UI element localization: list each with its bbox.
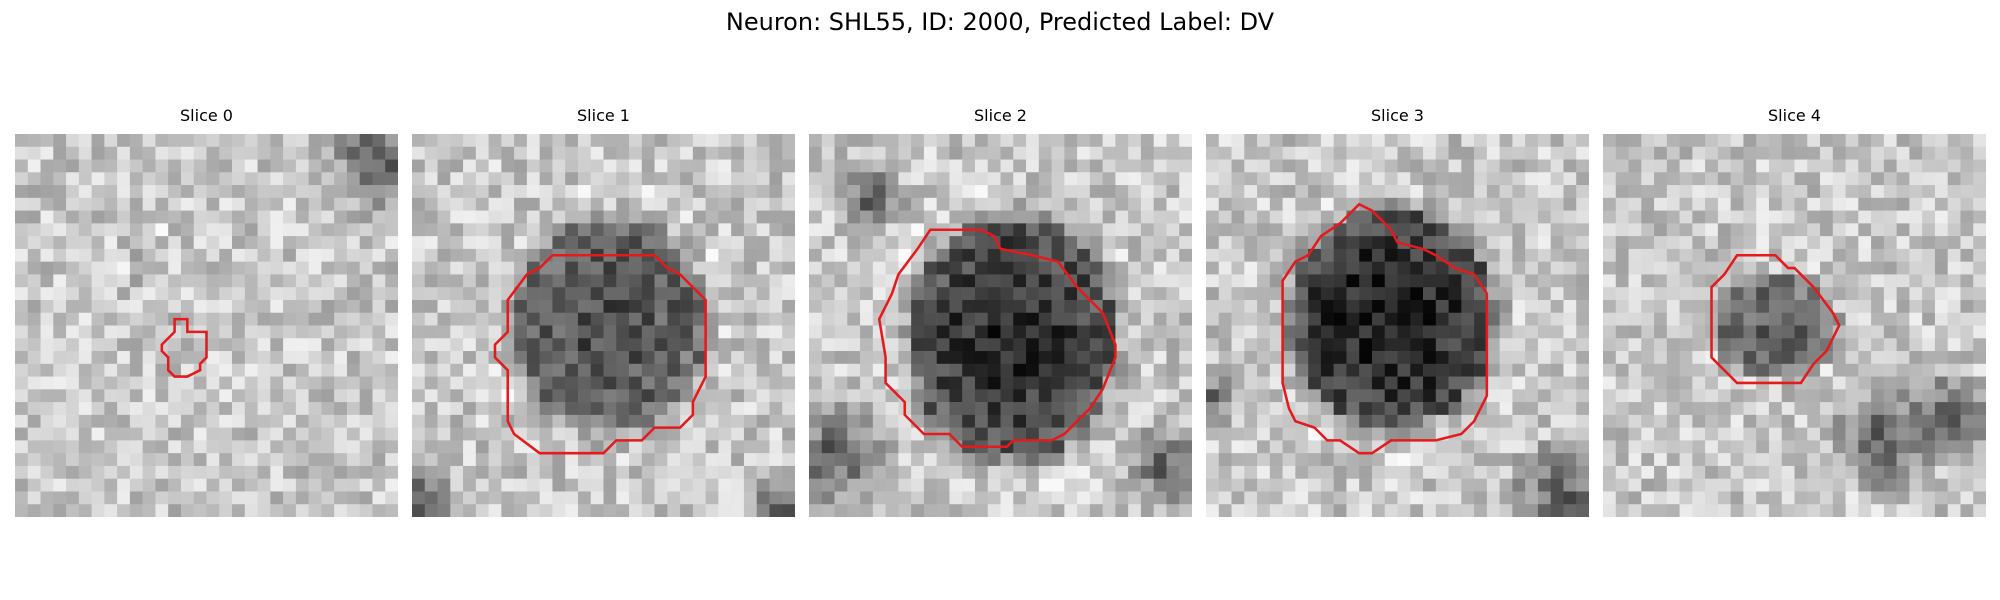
slice-image-1 xyxy=(412,134,795,517)
figure-title: Neuron: SHL55, ID: 2000, Predicted Label… xyxy=(725,8,1275,36)
slice-image-3 xyxy=(1206,134,1589,517)
slice-title-2: Slice 2 xyxy=(974,106,1027,125)
slice-panel-0: Slice 0 xyxy=(15,106,398,517)
slice-title-1: Slice 1 xyxy=(577,106,630,125)
slice-panel-4: Slice 4 xyxy=(1603,106,1986,517)
segmentation-contour xyxy=(160,317,208,378)
slice-panel-2: Slice 2 xyxy=(809,106,1192,517)
slice-title-3: Slice 3 xyxy=(1371,106,1424,125)
pixel-grid xyxy=(1206,134,1589,517)
segmentation-contour xyxy=(1281,202,1489,455)
slice-panel-1: Slice 1 xyxy=(412,106,795,517)
pixel-grid xyxy=(1603,134,1986,517)
segmentation-contour xyxy=(493,254,707,455)
slice-image-0 xyxy=(15,134,398,517)
slice-title-0: Slice 0 xyxy=(180,106,233,125)
pixel-grid xyxy=(809,134,1192,517)
slice-panel-3: Slice 3 xyxy=(1206,106,1589,517)
slice-image-4 xyxy=(1603,134,1986,517)
slice-title-4: Slice 4 xyxy=(1768,106,1821,125)
pixel-grid xyxy=(412,134,795,517)
slice-image-2 xyxy=(809,134,1192,517)
pixel-grid xyxy=(15,134,398,517)
segmentation-contour xyxy=(1710,254,1841,385)
segmentation-contour xyxy=(877,228,1117,449)
